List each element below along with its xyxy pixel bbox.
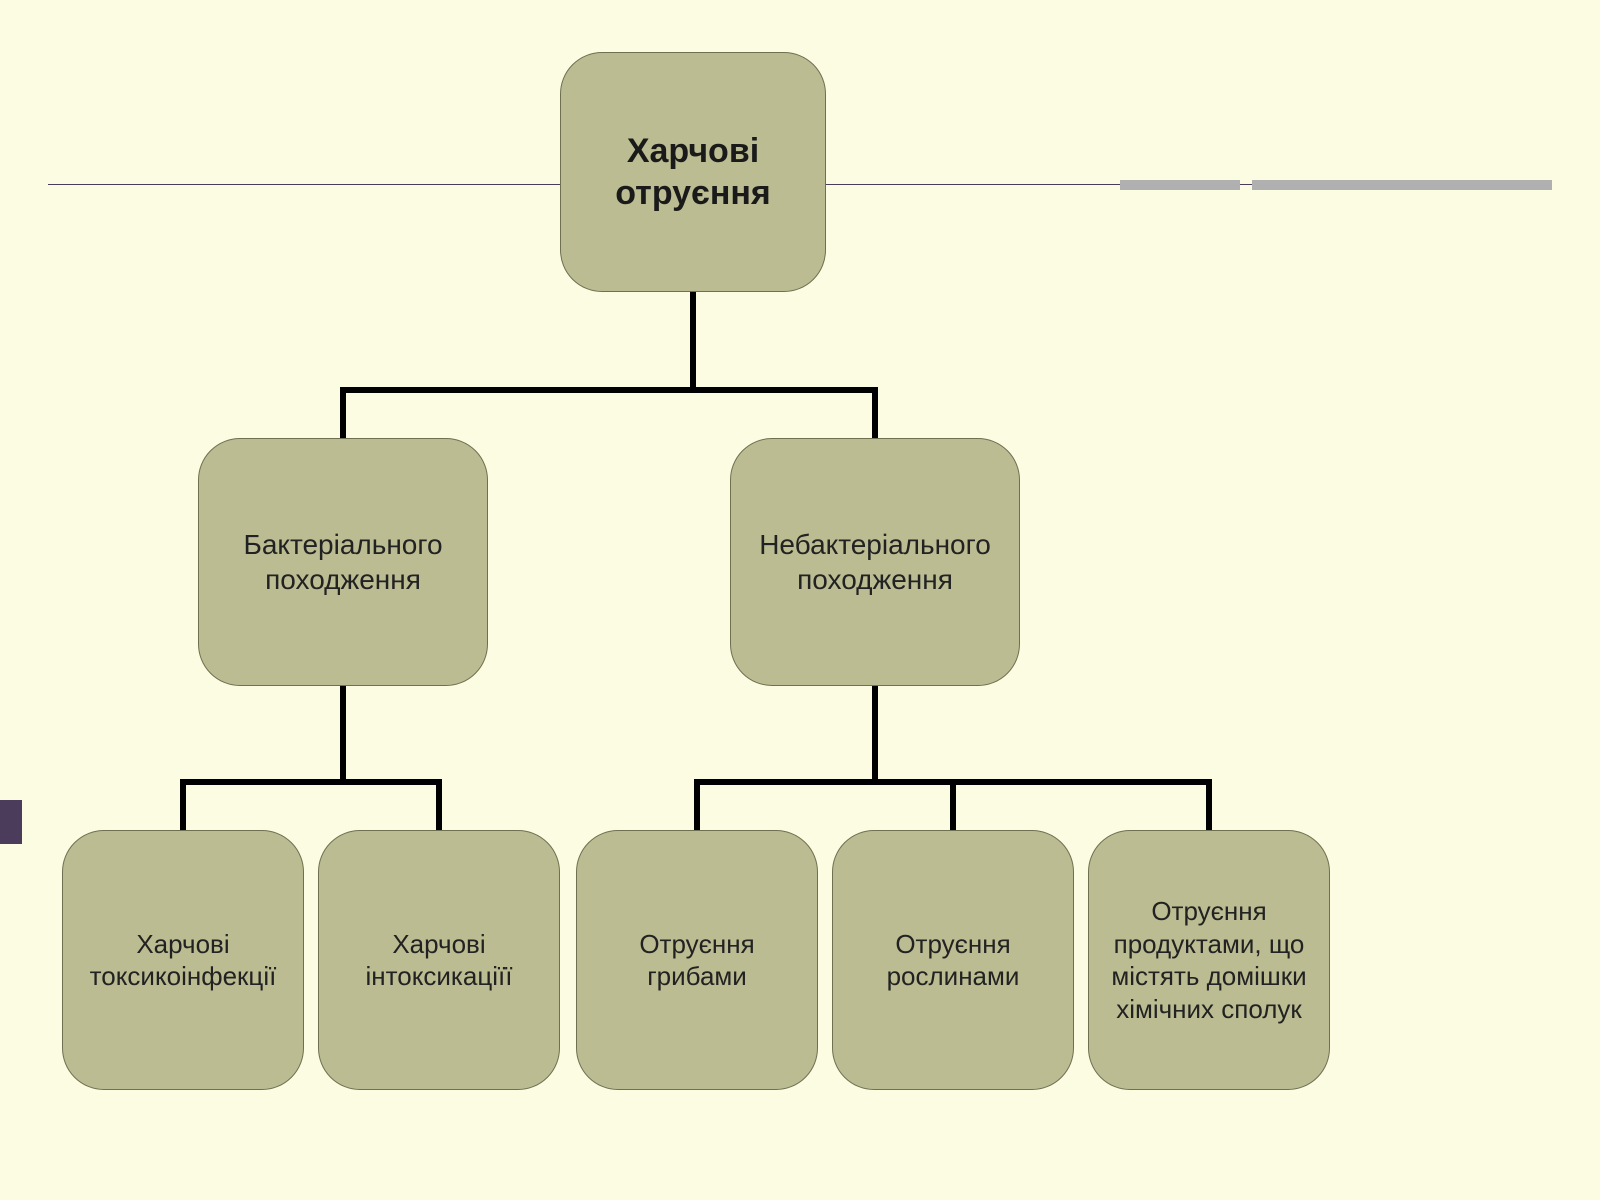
node-mushrooms: Отруєння грибами	[576, 830, 818, 1090]
node-root-label: Харчові отруєння	[571, 130, 815, 215]
decor-dash-seg-2	[1252, 180, 1552, 190]
node-bacterial-label: Бактеріального походження	[209, 527, 477, 597]
node-nonbacterial: Небактеріального походження	[730, 438, 1020, 686]
node-nonbacterial-label: Небактеріального походження	[741, 527, 1009, 597]
node-bacterial: Бактеріального походження	[198, 438, 488, 686]
node-plants: Отруєння рослинами	[832, 830, 1074, 1090]
node-plants-label: Отруєння рослинами	[843, 928, 1063, 993]
node-chem-label: Отруєння продуктами, що містять домішки …	[1099, 895, 1319, 1025]
node-mushrooms-label: Отруєння грибами	[587, 928, 807, 993]
node-intox: Харчові інтоксикаціїї	[318, 830, 560, 1090]
node-intox-label: Харчові інтоксикаціїї	[329, 928, 549, 993]
decor-dash-seg-1	[1120, 180, 1240, 190]
node-root: Харчові отруєння	[560, 52, 826, 292]
decor-left-bar	[0, 800, 22, 844]
node-chem: Отруєння продуктами, що містять домішки …	[1088, 830, 1330, 1090]
node-toxoinf: Харчові токсикоінфекції	[62, 830, 304, 1090]
node-toxoinf-label: Харчові токсикоінфекції	[73, 928, 293, 993]
